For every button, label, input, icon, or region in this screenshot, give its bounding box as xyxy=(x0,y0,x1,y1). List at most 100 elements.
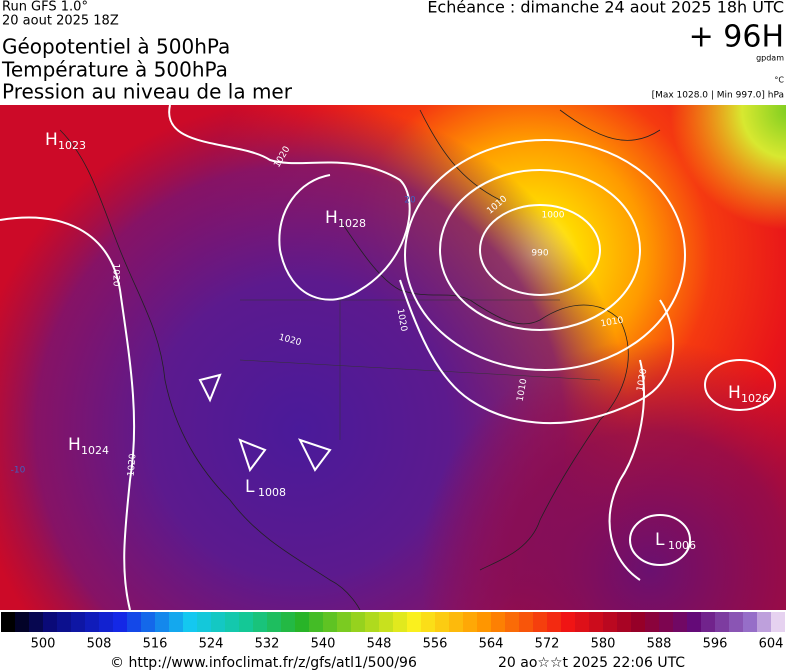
run-date: 20 aout 2025 18Z xyxy=(2,14,119,29)
colorbar-cell xyxy=(169,612,183,632)
colorbar-cell xyxy=(715,612,729,632)
colorbar-cell xyxy=(659,612,673,632)
colorbar-cell xyxy=(687,612,701,632)
colorbar-cell xyxy=(519,612,533,632)
colorbar-cell xyxy=(309,612,323,632)
colorbar-label: 580 xyxy=(591,637,616,652)
colorbar-cell xyxy=(561,612,575,632)
colorbar-cell xyxy=(281,612,295,632)
contour-label: 1010 xyxy=(600,316,625,330)
colorbar-label: 532 xyxy=(255,637,280,652)
center-letter: H xyxy=(325,208,338,228)
colorbar-cell xyxy=(631,612,645,632)
contour-label: 20 xyxy=(404,196,416,206)
colorbar-cell xyxy=(211,612,225,632)
colorbar-cell xyxy=(141,612,155,632)
contour-label: 1020 xyxy=(111,264,121,287)
colorbar-cell xyxy=(127,612,141,632)
contour-label: 1020 xyxy=(636,368,650,393)
coastlines xyxy=(59,109,661,610)
contour-label: 1000 xyxy=(542,211,565,221)
center-value: 1006 xyxy=(668,539,696,552)
colorbar-cell xyxy=(239,612,253,632)
contour-label: 1020 xyxy=(395,308,409,333)
colorbar-label: 588 xyxy=(647,637,672,652)
isobars xyxy=(0,105,776,610)
colorbar-cell xyxy=(491,612,505,632)
pressure-range: [Max 1028.0 | Min 997.0] hPa xyxy=(652,91,784,101)
colorbar-cell xyxy=(589,612,603,632)
colorbar-cell xyxy=(85,612,99,632)
colorbar-cell xyxy=(547,612,561,632)
colorbar-cell xyxy=(267,612,281,632)
colorbar-cell xyxy=(407,612,421,632)
colorbar-cell xyxy=(771,612,785,632)
colorbar-cell xyxy=(533,612,547,632)
colorbar-cell xyxy=(757,612,771,632)
colorbar-label: 572 xyxy=(535,637,560,652)
map xyxy=(0,105,786,610)
colorbar-label: 556 xyxy=(423,637,448,652)
center-letter: L xyxy=(245,477,255,497)
colorbar-cell xyxy=(197,612,211,632)
center-value: 1023 xyxy=(58,139,86,152)
run-label: Run GFS 1.0° xyxy=(2,0,88,15)
colorbar-cell xyxy=(43,612,57,632)
colorbar-label: 604 xyxy=(759,637,784,652)
center-value: 1008 xyxy=(258,486,286,499)
colorbar-cell xyxy=(15,612,29,632)
colorbar-cell xyxy=(183,612,197,632)
colorbar-cell xyxy=(435,612,449,632)
contour-label: 1010 xyxy=(516,378,530,403)
colorbar-label: 548 xyxy=(367,637,392,652)
colorbar-label: 516 xyxy=(143,637,168,652)
colorbar-cell xyxy=(393,612,407,632)
colorbar-cell xyxy=(449,612,463,632)
colorbar-cell xyxy=(421,612,435,632)
colorbar-label: 596 xyxy=(703,637,728,652)
colorbar-cell xyxy=(57,612,71,632)
colorbar-cell xyxy=(617,612,631,632)
contour-label: -10 xyxy=(11,466,26,476)
center-letter: H xyxy=(68,435,81,455)
colorbar-cell xyxy=(351,612,365,632)
colorbar-cell xyxy=(505,612,519,632)
colorbar-cell xyxy=(603,612,617,632)
colorbar-cell xyxy=(729,612,743,632)
colorbar-cell xyxy=(71,612,85,632)
colorbar-cell xyxy=(743,612,757,632)
field-title: Géopotentiel à 500hPa xyxy=(2,35,230,59)
colorbar-cell xyxy=(379,612,393,632)
unit-t: °C xyxy=(774,76,784,85)
colorbar-cell xyxy=(253,612,267,632)
field-title: Pression au niveau de la mer xyxy=(2,80,293,104)
echeance: Echéance : dimanche 24 aout 2025 18h UTC xyxy=(427,0,784,17)
center-value: 1028 xyxy=(338,217,366,230)
colorbar-cell xyxy=(575,612,589,632)
colorbar-cell xyxy=(295,612,309,632)
colorbar-label: 500 xyxy=(31,637,56,652)
colorbar-cell xyxy=(337,612,351,632)
colorbar-cell xyxy=(365,612,379,632)
colorbar-cell xyxy=(673,612,687,632)
colorbar-label: 524 xyxy=(199,637,224,652)
center-letter: H xyxy=(45,130,58,150)
contour-label: 990 xyxy=(531,249,548,259)
center-value: 1026 xyxy=(741,392,769,405)
colorbar-cell xyxy=(99,612,113,632)
lead-time: + 96H xyxy=(689,20,784,55)
colorbar-cell xyxy=(701,612,715,632)
colorbar-label: 564 xyxy=(479,637,504,652)
colorbar-label: 540 xyxy=(311,637,336,652)
colorbar-cell xyxy=(463,612,477,632)
footer-source: © http://www.infoclimat.fr/z/gfs/atl1/50… xyxy=(110,655,417,671)
center-value: 1024 xyxy=(81,444,109,457)
colorbar-cell xyxy=(1,612,15,632)
colorbar-cell xyxy=(323,612,337,632)
colorbar-label: 508 xyxy=(87,637,112,652)
center-letter: L xyxy=(655,530,665,550)
colorbar-cell xyxy=(113,612,127,632)
unit-gp: gpdam xyxy=(756,54,784,63)
field-title: Température à 500hPa xyxy=(1,58,228,82)
